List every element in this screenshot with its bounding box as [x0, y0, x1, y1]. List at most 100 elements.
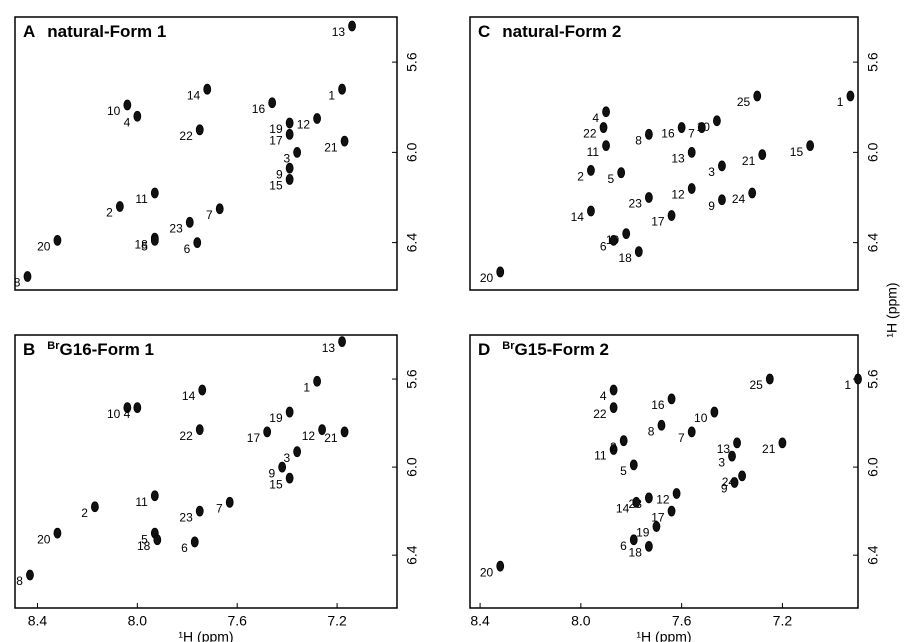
nmr-peak [587, 165, 595, 176]
nmr-peak [758, 149, 767, 161]
peak-label: 15 [269, 179, 283, 193]
nmr-peak [644, 128, 653, 140]
peak-label: 25 [737, 95, 751, 109]
nmr-peak [263, 426, 272, 438]
nmr-peak [854, 373, 862, 385]
peak-label: 22 [179, 429, 193, 443]
peak-label: 18 [137, 539, 151, 553]
peak-label: 20 [37, 532, 51, 546]
peak-label: 21 [324, 140, 338, 154]
nmr-peak [285, 472, 294, 484]
peak-label: 17 [269, 133, 283, 147]
title-text: G16-Form 1 [60, 340, 154, 359]
peak-label: 13 [717, 442, 731, 456]
nmr-peak [718, 160, 726, 172]
peak-label: 25 [749, 378, 763, 392]
y-tick-label: 6.0 [865, 142, 881, 162]
peak-label: 20 [480, 565, 494, 579]
nmr-peak [629, 534, 638, 546]
nmr-peak [198, 384, 207, 396]
peak-label: 23 [169, 221, 183, 235]
x-tick-label: 7.6 [672, 613, 692, 629]
peak-label: 1 [844, 378, 851, 392]
peak-label: 3 [718, 455, 725, 469]
peak-label: 2 [610, 440, 617, 454]
nmr-peak [753, 90, 762, 102]
peak-label: 23 [629, 197, 643, 211]
nmr-peak [672, 488, 681, 499]
nmr-peak [667, 393, 676, 405]
nmr-peak [738, 470, 747, 482]
nmr-peak [150, 234, 159, 246]
x-tick-label: 7.6 [227, 613, 247, 629]
peak-label: 10 [107, 104, 121, 118]
x-tick-label: 8.0 [128, 613, 148, 629]
nmr-peak [617, 167, 626, 179]
nmr-peak [340, 426, 349, 438]
nmr-peak [285, 162, 294, 174]
y-tick-label: 6.0 [865, 457, 881, 477]
nmr-peak [190, 536, 199, 548]
panel-frame [14, 334, 398, 609]
y-tick-label: 5.6 [404, 369, 420, 389]
nmr-peak [634, 246, 643, 258]
peak-label: 6 [184, 242, 191, 256]
panel-title: D BrG15-Form 2 [478, 340, 609, 360]
peak-label: 3 [708, 165, 715, 179]
nmr-peak [203, 83, 212, 95]
nmr-peak [496, 266, 505, 278]
nmr-peak [285, 117, 294, 129]
y-tick-label: 5.6 [865, 52, 881, 72]
x-tick-label: 8.0 [571, 613, 591, 629]
nmr-peak [599, 122, 608, 133]
nmr-peak [677, 122, 686, 133]
peak-label: 15 [790, 145, 804, 159]
peak-label: 21 [742, 154, 756, 168]
nmr-peak [133, 402, 142, 414]
peak-label: 1 [303, 380, 310, 394]
nmr-peak [313, 375, 322, 387]
peak-label: 20 [480, 271, 494, 285]
nmr-peak [348, 20, 356, 32]
peak-label: 19 [269, 122, 283, 136]
peak-label: 13 [332, 25, 346, 39]
peak-label: 9 [721, 482, 728, 496]
nmr-peak [730, 477, 739, 488]
peak-label: 4 [124, 407, 131, 421]
peak-label: 10 [694, 411, 708, 425]
nmr-peak [778, 437, 787, 449]
peak-label: 4 [592, 111, 599, 125]
nmr-peak [644, 192, 653, 203]
peak-label: 18 [618, 251, 632, 265]
peak-label: 6 [620, 539, 627, 553]
peak-label: 10 [107, 407, 121, 421]
peak-label: 2 [81, 506, 88, 520]
peak-label: 7 [688, 127, 695, 141]
x-axis-label: ¹H (ppm) [178, 629, 233, 642]
nmr-peak [697, 122, 706, 133]
nmr-peak [806, 140, 815, 152]
panel-frame [14, 16, 398, 291]
nmr-peak [622, 228, 631, 239]
nmr-peak [225, 496, 234, 508]
nmr-peak [195, 424, 204, 436]
nmr-peak [53, 527, 62, 539]
nmr-peak [195, 124, 204, 136]
nmr-peak [215, 203, 224, 215]
peak-label: 21 [324, 431, 338, 445]
panel-letter: A [23, 22, 35, 41]
nmr-peak [90, 501, 99, 513]
nmr-peak [602, 106, 610, 118]
nmr-peak [318, 424, 326, 436]
nmr-peak [285, 406, 294, 418]
title-text: natural-Form 2 [502, 22, 621, 41]
nmr-peak [657, 419, 666, 431]
x-tick-label: 8.4 [470, 613, 490, 629]
peak-label: 12 [671, 188, 685, 202]
nmr-peak [687, 426, 696, 438]
nmr-peak [123, 99, 132, 111]
peak-label: 12 [297, 118, 311, 132]
nmr-peak [687, 183, 696, 194]
